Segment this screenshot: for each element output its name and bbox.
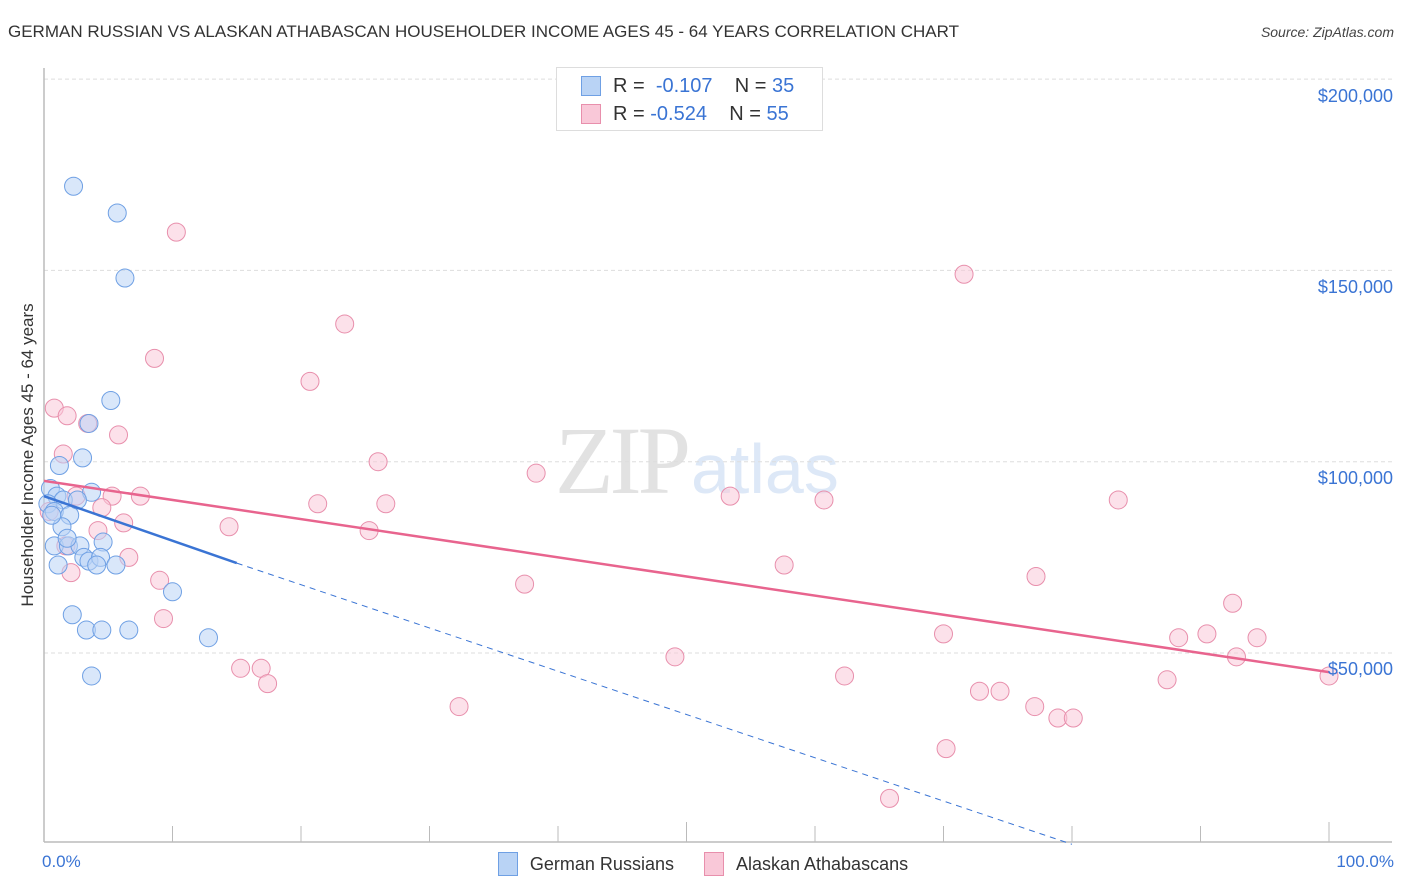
- r-value: -0.107: [655, 74, 713, 97]
- data-point-german-russian[interactable]: [57, 528, 77, 548]
- data-point-alaskan-athabascan[interactable]: [1247, 628, 1267, 648]
- watermark-atlas: atlas: [691, 430, 839, 508]
- data-point-alaskan-athabascan[interactable]: [1063, 708, 1083, 728]
- data-point-german-russian[interactable]: [87, 555, 107, 575]
- legend-label: German Russians: [529, 853, 674, 874]
- n-value: 35: [772, 74, 795, 97]
- legend-row-german-russians: R = -0.107 N = 35: [581, 74, 794, 98]
- data-point-alaskan-athabascan[interactable]: [145, 348, 165, 368]
- data-point-german-russian[interactable]: [42, 505, 62, 525]
- data-point-alaskan-athabascan[interactable]: [57, 406, 77, 426]
- legend-label: Alaskan Athabascans: [735, 853, 909, 874]
- data-point-alaskan-athabascan[interactable]: [231, 658, 251, 678]
- data-point-german-russian[interactable]: [79, 413, 99, 433]
- data-point-alaskan-athabascan[interactable]: [1025, 697, 1045, 717]
- legend-item-german-russians[interactable]: German Russians: [497, 852, 674, 876]
- data-point-alaskan-athabascan[interactable]: [526, 463, 546, 483]
- watermark: ZIPatlas: [555, 405, 839, 516]
- data-point-german-russian[interactable]: [119, 620, 139, 640]
- data-point-alaskan-athabascan[interactable]: [954, 264, 974, 284]
- data-point-alaskan-athabascan[interactable]: [515, 574, 535, 594]
- legend-item-alaskan-athabascans[interactable]: Alaskan Athabascans: [703, 852, 909, 876]
- data-point-alaskan-athabascan[interactable]: [258, 674, 278, 694]
- data-point-german-russian[interactable]: [64, 176, 84, 196]
- data-point-german-russian[interactable]: [115, 268, 135, 288]
- data-point-alaskan-athabascan[interactable]: [300, 371, 320, 391]
- data-point-alaskan-athabascan[interactable]: [990, 681, 1010, 701]
- data-point-alaskan-athabascan[interactable]: [1169, 628, 1189, 648]
- data-point-alaskan-athabascan[interactable]: [1157, 670, 1177, 690]
- data-point-alaskan-athabascan[interactable]: [880, 788, 900, 808]
- data-point-alaskan-athabascan[interactable]: [1197, 624, 1217, 644]
- data-point-alaskan-athabascan[interactable]: [376, 494, 396, 514]
- data-point-alaskan-athabascan[interactable]: [308, 494, 328, 514]
- data-point-alaskan-athabascan[interactable]: [166, 222, 186, 242]
- data-point-german-russian[interactable]: [48, 555, 68, 575]
- data-point-german-russian[interactable]: [101, 390, 121, 410]
- trendline-german-russians-extension: [236, 562, 1073, 845]
- data-point-german-russian[interactable]: [163, 582, 182, 602]
- blue-swatch-icon: [497, 852, 518, 876]
- data-point-alaskan-athabascan[interactable]: [835, 666, 855, 686]
- data-point-alaskan-athabascan[interactable]: [1223, 593, 1243, 613]
- series-legend: German Russians Alaskan Athabascans: [0, 852, 1406, 876]
- blue-swatch-icon: [581, 76, 601, 96]
- r-label: R =: [613, 102, 645, 125]
- data-point-german-russian[interactable]: [198, 628, 218, 648]
- source-label: Source: ZipAtlas.com: [1260, 24, 1394, 40]
- data-point-alaskan-athabascan[interactable]: [335, 314, 355, 334]
- n-value: 55: [766, 102, 789, 125]
- trendline-german-russians: [43, 494, 238, 565]
- data-point-alaskan-athabascan[interactable]: [936, 739, 956, 759]
- data-point-alaskan-athabascan[interactable]: [449, 697, 469, 717]
- y-tick-150000: $150,000: [1317, 277, 1393, 297]
- data-point-alaskan-athabascan[interactable]: [109, 425, 129, 445]
- y-tick-50000: $50,000: [1327, 659, 1393, 679]
- data-point-german-russian[interactable]: [73, 448, 93, 468]
- data-point-alaskan-athabascan[interactable]: [969, 681, 989, 701]
- data-point-alaskan-athabascan[interactable]: [154, 609, 174, 629]
- y-tick-100000: $100,000: [1317, 468, 1393, 488]
- pink-swatch-icon: [703, 852, 724, 876]
- n-label: N =: [734, 74, 767, 97]
- data-point-alaskan-athabascan[interactable]: [774, 555, 794, 575]
- trendline-alaskan-athabascans: [43, 479, 1330, 674]
- x-tick-0: 0.0%: [42, 852, 81, 871]
- data-point-german-russian[interactable]: [49, 456, 69, 476]
- y-tick-200000: $200,000: [1317, 86, 1393, 106]
- data-point-alaskan-athabascan[interactable]: [219, 517, 239, 537]
- r-label: R =: [613, 74, 645, 97]
- x-tick-100: 100.0%: [1336, 852, 1394, 871]
- data-point-alaskan-athabascan[interactable]: [1108, 490, 1128, 510]
- legend-row-alaskan-athabascans: R = -0.524 N = 55: [581, 102, 789, 126]
- watermark-zip: ZIP: [555, 407, 691, 514]
- data-point-alaskan-athabascan[interactable]: [720, 486, 740, 506]
- data-point-alaskan-athabascan[interactable]: [814, 490, 834, 510]
- data-point-alaskan-athabascan[interactable]: [150, 570, 170, 590]
- data-point-alaskan-athabascan[interactable]: [665, 647, 685, 667]
- stats-legend: R = -0.107 N = 35 R = -0.524 N = 55: [556, 67, 823, 131]
- r-value: -0.524: [650, 102, 707, 125]
- data-point-german-russian[interactable]: [92, 620, 112, 640]
- chart-title: GERMAN RUSSIAN VS ALASKAN ATHABASCAN HOU…: [8, 22, 959, 41]
- y-axis-label: Householder Income Ages 45 - 64 years: [18, 303, 37, 607]
- n-label: N =: [729, 102, 761, 125]
- data-point-german-russian[interactable]: [107, 203, 127, 223]
- data-point-german-russian[interactable]: [106, 555, 126, 575]
- data-point-alaskan-athabascan[interactable]: [934, 624, 953, 644]
- data-point-alaskan-athabascan[interactable]: [368, 452, 388, 472]
- data-point-german-russian[interactable]: [82, 666, 102, 686]
- pink-swatch-icon: [581, 104, 601, 124]
- data-point-alaskan-athabascan[interactable]: [1026, 566, 1046, 586]
- data-point-german-russian[interactable]: [62, 605, 82, 625]
